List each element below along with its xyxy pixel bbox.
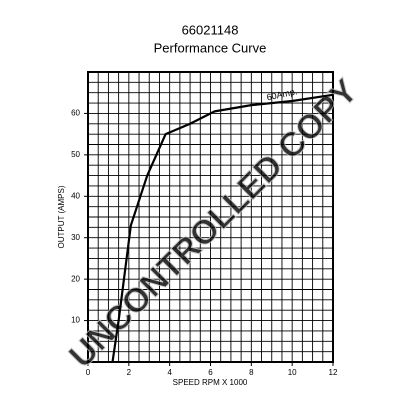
watermark: UNCONTROLLED COPY (62, 72, 366, 376)
y-tick-label: 50 (71, 150, 80, 159)
x-tick-label: 0 (86, 368, 91, 377)
x-axis-label: SPEED RPM X 1000 (173, 378, 248, 387)
curve (111, 93, 334, 363)
y-tick-label: 10 (71, 316, 80, 325)
x-tick-label: 12 (329, 368, 338, 377)
x-tick-label: 8 (249, 368, 254, 377)
plot-frame (87, 71, 334, 363)
y-tick-label: 40 (71, 191, 80, 200)
y-tick-label: 30 (71, 233, 80, 242)
x-tick-label: 6 (208, 368, 213, 377)
x-tick-label: 10 (288, 368, 297, 377)
y-tick-label: 60 (71, 109, 80, 118)
x-tick-label: 4 (167, 368, 172, 377)
chart-title: 66021148 (182, 22, 239, 37)
chart-subtitle: Performance Curve (154, 40, 267, 55)
y-tick-label: 20 (71, 274, 80, 283)
y-axis-label: OUTPUT (AMPS) (57, 185, 66, 248)
x-tick-label: 2 (127, 368, 132, 377)
